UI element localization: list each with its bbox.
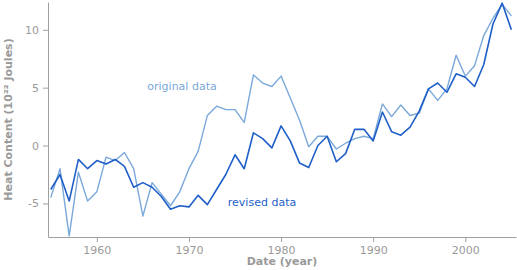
tick-mark: [97, 237, 98, 242]
tick-mark: [43, 88, 48, 89]
x-axis: 1960 1970 1980 1990 2000: [49, 237, 517, 257]
axis-line: [48, 3, 49, 238]
tick: 2000: [452, 237, 480, 257]
tick: 5: [32, 82, 48, 95]
tick-label: 1990: [360, 244, 388, 257]
tick: 1970: [175, 237, 203, 257]
tick-label: 5: [32, 82, 39, 95]
chart: 1960 1970 1980 1990 2000 -5 0 5 10 original data r…: [0, 0, 517, 270]
axis-line: [49, 237, 517, 238]
tick: 0: [32, 140, 48, 153]
tick-label: 10: [25, 24, 39, 37]
y-axis: -5 0 5 10: [25, 3, 49, 238]
tick-label: 1960: [83, 244, 111, 257]
tick-mark: [373, 237, 374, 242]
tick-label: 1970: [175, 244, 203, 257]
tick-label: 0: [32, 140, 39, 153]
y-axis-title: Heat Content (10²² Joules): [2, 38, 15, 200]
tick-mark: [43, 146, 48, 147]
lines: [51, 3, 512, 236]
series-line: [51, 3, 512, 209]
tick-mark: [189, 237, 190, 242]
series-label: revised data: [228, 196, 296, 209]
plot: 1960 1970 1980 1990 2000 -5 0 5 10: [25, 3, 517, 257]
series-line: [51, 4, 512, 236]
tick: 1990: [360, 237, 388, 257]
tick: 1980: [268, 237, 296, 257]
tick: 1960: [83, 237, 111, 257]
tick-mark: [281, 237, 282, 242]
x-axis-title: Date (year): [247, 255, 318, 268]
tick-mark: [465, 237, 466, 242]
tick: 10: [25, 24, 48, 37]
tick-label: -5: [28, 197, 39, 210]
tick-mark: [43, 203, 48, 204]
tick: -5: [28, 197, 48, 210]
tick-mark: [43, 30, 48, 31]
series-label: original data: [147, 80, 216, 93]
tick-label: 2000: [452, 244, 480, 257]
